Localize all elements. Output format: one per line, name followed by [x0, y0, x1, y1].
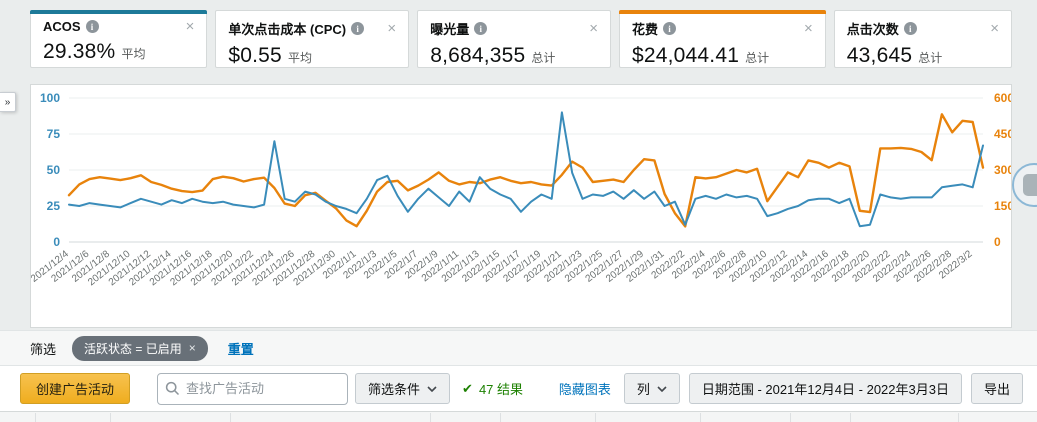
filter-bar-label: 筛选 — [30, 341, 57, 357]
info-icon[interactable]: i — [663, 22, 677, 35]
close-icon[interactable]: × — [387, 20, 397, 37]
close-icon[interactable]: × — [804, 20, 813, 37]
table-column-divider — [230, 413, 231, 422]
metric-value: 8,684,355 — [430, 44, 526, 67]
metric-card-cpc[interactable]: 单次点击成本 (CPC) i × $0.55 平均 — [215, 10, 410, 68]
check-icon: ✔ — [462, 380, 473, 396]
columns-button[interactable]: 列 — [623, 373, 680, 404]
hide-chart-link[interactable]: 隐藏图表 — [558, 382, 611, 397]
svg-text:0: 0 — [994, 235, 1001, 249]
filter-chip-active-status[interactable]: 活跃状态 = 已启用 × — [72, 335, 208, 361]
search-campaigns-input[interactable] — [157, 372, 349, 405]
metric-cards-row: ACOS i × 29.38% 平均 单次点击成本 (CPC) i × $0.5… — [30, 10, 1013, 68]
metric-unit: 总计 — [918, 51, 943, 65]
metric-card-impressions[interactable]: 曝光量 i × 8,684,355 总计 — [417, 10, 611, 68]
metric-card-acos[interactable]: ACOS i × 29.38% 平均 — [30, 10, 208, 68]
feedback-button[interactable] — [1012, 163, 1037, 207]
metric-label: 花费 — [632, 22, 659, 37]
search-icon — [165, 381, 180, 395]
trend-chart-svg: 025507510001503004506002021/12/42021/12/… — [31, 91, 1011, 288]
filter-bar: 筛选 活跃状态 = 已启用 × 重置 — [0, 330, 1037, 366]
close-icon[interactable]: × — [990, 20, 1000, 37]
card-accent-bar — [30, 10, 208, 14]
metric-label: 单次点击成本 (CPC) — [228, 22, 347, 37]
trend-chart-panel: 0 25 50 75 100 0 150 300 450 600 2021/12/4 2021/12/… — [30, 84, 1012, 328]
svg-text:450: 450 — [994, 127, 1011, 141]
search-box — [157, 372, 349, 405]
chevron-down-icon — [657, 385, 667, 392]
info-icon[interactable]: i — [85, 20, 99, 33]
chevron-down-icon — [427, 385, 437, 392]
results-count-text: 47 结果 — [478, 382, 524, 397]
table-column-divider — [430, 413, 431, 422]
table-header-strip — [0, 411, 1037, 422]
metric-label: 曝光量 — [430, 22, 470, 37]
svg-text:75: 75 — [47, 127, 61, 141]
metric-card-clicks[interactable]: 点击次数 i × 43,645 总计 — [833, 10, 1013, 68]
metric-label: 点击次数 — [846, 22, 899, 37]
table-column-divider — [35, 413, 36, 422]
metric-value: $0.55 — [228, 44, 282, 67]
date-range-button[interactable]: 日期范围 - 2021年12月4日 - 2022年3月3日 — [688, 373, 962, 404]
metric-label: ACOS — [43, 19, 81, 34]
info-icon[interactable]: i — [903, 22, 917, 35]
svg-text:150: 150 — [994, 199, 1011, 213]
filter-conditions-button[interactable]: 筛选条件 — [355, 373, 451, 404]
svg-text:50: 50 — [47, 163, 61, 177]
svg-text:0: 0 — [53, 235, 60, 249]
toolbar-right-group: 隐藏图表 列 日期范围 - 2021年12月4日 - 2022年3月3日 导出 — [559, 373, 1023, 404]
chip-close-icon[interactable]: × — [188, 341, 196, 355]
table-column-divider — [790, 413, 791, 422]
export-button[interactable]: 导出 — [970, 373, 1023, 404]
reset-filters-link[interactable]: 重置 — [227, 341, 254, 357]
metric-value: 43,645 — [846, 44, 913, 67]
double-chevron-right-icon: » — [4, 96, 11, 108]
feedback-icon — [1023, 174, 1037, 196]
svg-text:100: 100 — [40, 91, 60, 105]
metric-value: 29.38% — [43, 40, 116, 63]
info-icon[interactable]: i — [474, 22, 488, 35]
sidebar-expand-button[interactable]: » — [0, 92, 16, 112]
table-column-divider — [595, 413, 596, 422]
metric-value: $24,044.41 — [632, 44, 740, 67]
metric-unit: 总计 — [531, 51, 556, 65]
table-column-divider — [958, 413, 959, 422]
results-count: ✔ 47 结果 — [462, 379, 523, 398]
table-column-divider — [850, 413, 851, 422]
card-accent-bar — [619, 10, 826, 14]
metric-unit: 平均 — [287, 51, 312, 65]
filter-chip-text: 活跃状态 = 已启用 — [84, 341, 182, 356]
table-column-divider — [700, 413, 701, 422]
svg-text:600: 600 — [994, 91, 1011, 105]
table-column-divider — [500, 413, 501, 422]
svg-text:25: 25 — [47, 199, 61, 213]
metric-unit: 平均 — [121, 47, 146, 61]
create-campaign-button[interactable]: 创建广告活动 — [20, 373, 131, 404]
table-column-divider — [110, 413, 111, 422]
metric-unit: 总计 — [745, 51, 770, 65]
close-icon[interactable]: × — [185, 18, 195, 35]
info-icon[interactable]: i — [351, 22, 365, 35]
metric-card-spend[interactable]: 花费 i × $24,044.41 总计 — [619, 10, 826, 68]
close-icon[interactable]: × — [589, 20, 598, 37]
campaign-toolbar: 创建广告活动 筛选条件 ✔ 47 结果 隐藏图表 列 日期范围 - 2021年1… — [0, 366, 1037, 411]
svg-text:300: 300 — [994, 163, 1011, 177]
